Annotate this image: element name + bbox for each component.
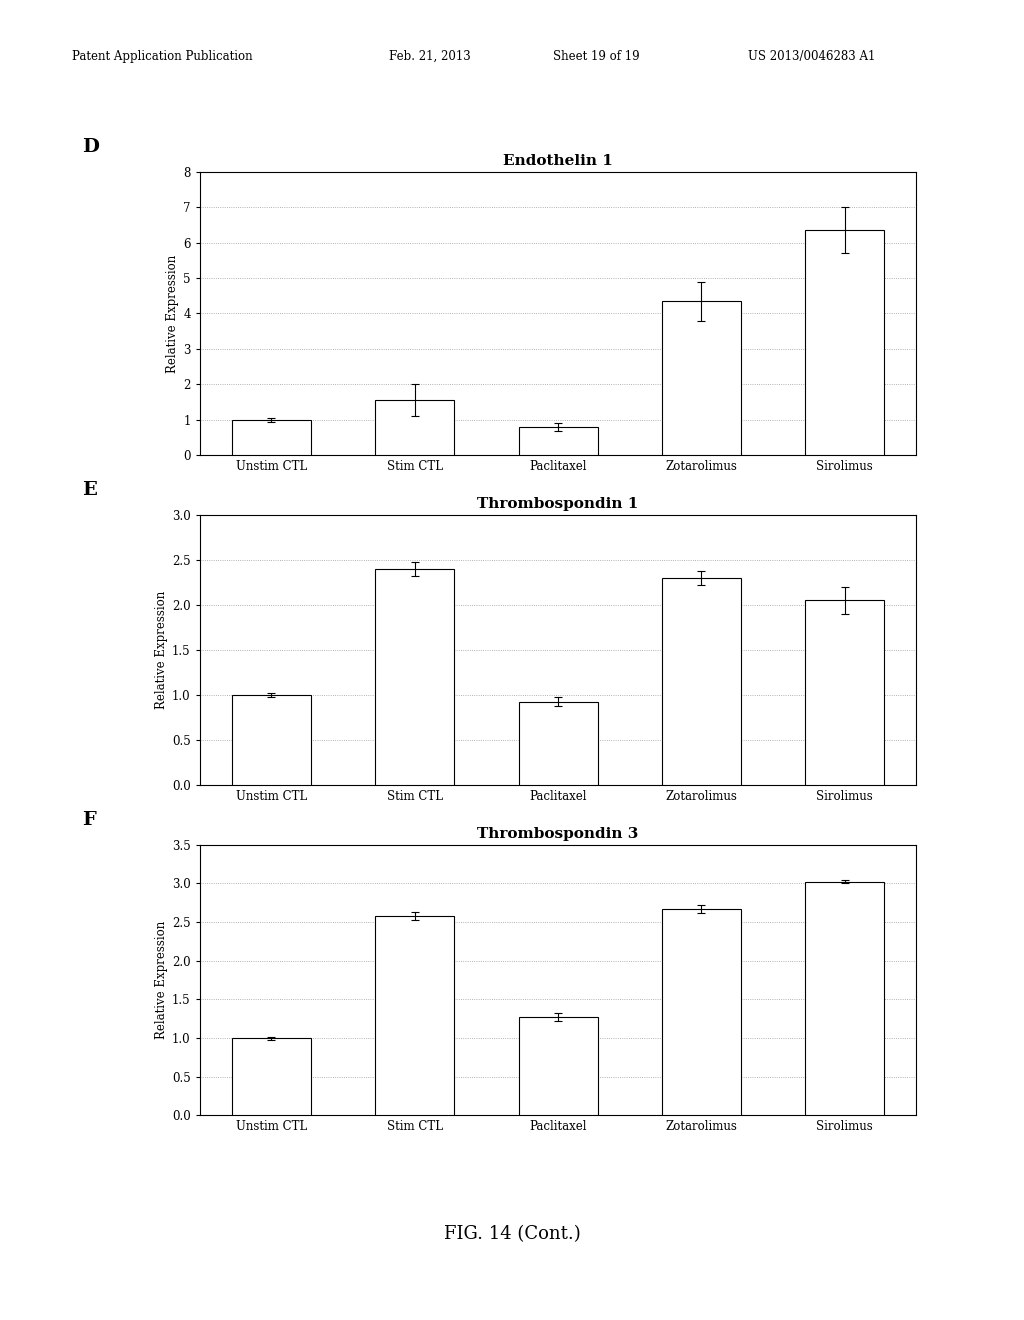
Bar [518, 1018, 598, 1115]
Text: D: D [82, 137, 99, 156]
Text: Patent Application Publication: Patent Application Publication [72, 50, 252, 63]
Y-axis label: Relative Expression: Relative Expression [155, 591, 168, 709]
Bar [805, 882, 885, 1115]
Bar [375, 916, 455, 1115]
Text: US 2013/0046283 A1: US 2013/0046283 A1 [748, 50, 874, 63]
Title: Thrombospondin 3: Thrombospondin 3 [477, 826, 639, 841]
Bar [662, 301, 741, 455]
Title: Thrombospondin 1: Thrombospondin 1 [477, 496, 639, 511]
Bar [518, 701, 598, 785]
Text: FIG. 14 (Cont.): FIG. 14 (Cont.) [443, 1225, 581, 1243]
Bar [662, 909, 741, 1115]
Text: F: F [82, 810, 95, 829]
Y-axis label: Relative Expression: Relative Expression [155, 921, 168, 1039]
Bar [805, 601, 885, 785]
Bar [375, 569, 455, 785]
Bar [375, 400, 455, 455]
Bar [231, 1038, 311, 1115]
Title: Endothelin 1: Endothelin 1 [503, 153, 613, 168]
Bar [662, 578, 741, 785]
Text: E: E [82, 480, 97, 499]
Bar [231, 420, 311, 455]
Bar [805, 230, 885, 455]
Text: Feb. 21, 2013: Feb. 21, 2013 [389, 50, 471, 63]
Y-axis label: Relative Expression: Relative Expression [166, 255, 179, 372]
Bar [231, 696, 311, 785]
Bar [518, 428, 598, 455]
Text: Sheet 19 of 19: Sheet 19 of 19 [553, 50, 640, 63]
